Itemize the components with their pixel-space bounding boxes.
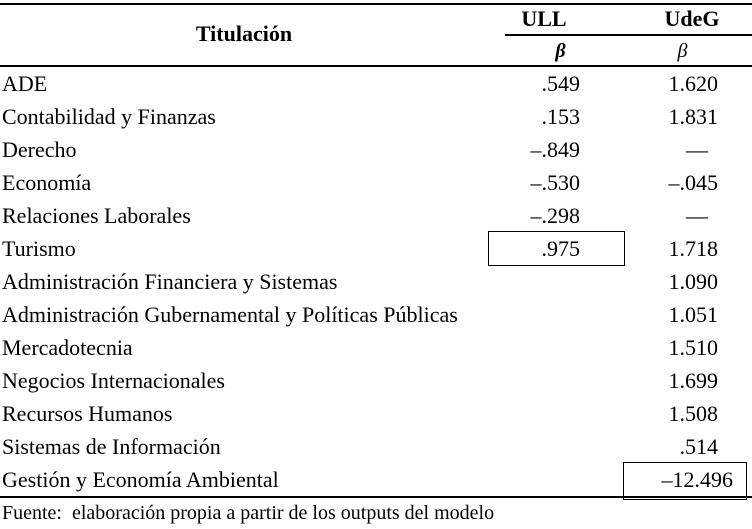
udeg-beta-cell: –12.496 [623,462,752,500]
ull-beta-value: –.849 [530,137,581,162]
row-label: Administración Gubernamental y Políticas… [0,298,488,331]
row-label-text: Gestión y Economía Ambiental [2,467,279,492]
ull-beta-cell [488,298,625,331]
ull-beta-cell: .549 [488,67,625,100]
beta-header-ull: β [555,40,566,62]
udeg-beta-value: 1.831 [668,104,719,129]
column-group-ull: ULL [521,6,567,31]
udeg-beta-value: .514 [679,434,719,459]
udeg-beta-cell: — [625,133,752,166]
table-row: Sistemas de Información .514 [0,430,752,463]
table-row: Negocios Internacionales 1.699 [0,364,752,397]
table-row: Turismo .975 1.718 [0,231,752,266]
ull-beta-cell: .153 [488,100,625,133]
row-label: Gestión y Economía Ambiental [0,463,488,496]
udeg-beta-value: –.045 [668,170,719,195]
udeg-beta-cell: 1.508 [625,397,752,430]
udeg-beta-cell: –.045 [625,166,752,199]
table-row: Contabilidad y Finanzas .153 1.831 [0,100,752,133]
table-row: Recursos Humanos 1.508 [0,397,752,430]
ull-beta-value: –.530 [530,170,581,195]
ull-beta-cell [488,397,625,430]
udeg-beta-cell: 1.718 [625,232,752,265]
row-label-text: Contabilidad y Finanzas [2,104,216,129]
udeg-beta-cell: 1.699 [625,364,752,397]
column-group-rule [505,34,752,36]
row-label: Administración Financiera y Sistemas [0,265,488,298]
ull-beta-cell [488,265,625,298]
ull-beta-value: .975 [541,236,581,261]
ull-beta-cell [488,364,625,397]
udeg-beta-value: 1.699 [668,368,719,393]
ull-beta-value: .549 [541,71,581,96]
ull-beta-value: –.298 [530,203,581,228]
ull-beta-cell: –.298 [488,199,625,232]
ull-beta-cell: –.849 [488,133,625,166]
row-label-text: Administración Gubernamental y Políticas… [2,302,458,327]
udeg-beta-value: 1.051 [668,302,719,327]
column-group-udeg: UdeG [664,6,720,31]
row-label-text: ADE [2,71,48,96]
udeg-beta-cell: 1.620 [625,67,752,100]
ull-beta-cell [488,463,625,496]
row-label: Recursos Humanos [0,397,488,430]
row-label: Negocios Internacionales [0,364,488,397]
table-row: Economía –.530 –.045 [0,166,752,199]
ull-beta-cell [488,331,625,364]
udeg-beta-value: — [686,203,708,228]
row-label-text: Mercadotecnia [2,335,133,360]
row-label: Derecho [0,133,488,166]
row-label-text: Economía [2,170,92,195]
row-label-text: Relaciones Laborales [2,203,191,228]
table-row: Administración Gubernamental y Políticas… [0,298,752,331]
ull-beta-cell [488,430,625,463]
row-label-text: Derecho [2,137,77,162]
beta-header-udeg: β [677,40,688,62]
table-body: ADE .549 1.620 Contabilidad y Finanzas .153 1… [0,67,752,500]
top-rule [0,3,752,5]
udeg-beta-cell: 1.510 [625,331,752,364]
udeg-beta-value: –12.496 [661,467,734,492]
row-label: Turismo [0,232,488,265]
row-label: ADE [0,67,488,100]
udeg-beta-cell: 1.051 [625,298,752,331]
udeg-beta-value: 1.510 [668,335,719,360]
table-row: ADE .549 1.620 [0,67,752,100]
udeg-beta-value: 1.718 [668,236,719,261]
udeg-beta-value: 1.620 [668,71,719,96]
row-label-text: Administración Financiera y Sistemas [2,269,338,294]
row-label-text: Turismo [2,236,76,261]
table-row: Relaciones Laborales –.298 — [0,199,752,232]
udeg-beta-value: 1.508 [668,401,719,426]
column-header-titulacion: Titulación [195,21,293,46]
table-row: Derecho –.849 — [0,133,752,166]
udeg-beta-cell: 1.831 [625,100,752,133]
source-note: Fuente: elaboración propia a partir de l… [2,502,495,524]
row-label-text: Negocios Internacionales [2,368,225,393]
row-label-text: Sistemas de Información [2,434,221,459]
table-row: Administración Financiera y Sistemas 1.09… [0,265,752,298]
ull-beta-value: .153 [541,104,581,129]
udeg-beta-cell: .514 [625,430,752,463]
row-label: Economía [0,166,488,199]
row-label-text: Recursos Humanos [2,401,173,426]
bottom-rule [0,496,752,498]
table-row: Mercadotecnia 1.510 [0,331,752,364]
ull-beta-cell: –.530 [488,166,625,199]
udeg-beta-cell: — [625,199,752,232]
row-label: Relaciones Laborales [0,199,488,232]
udeg-beta-value: 1.090 [668,269,719,294]
header-rule [0,65,752,67]
row-label: Sistemas de Información [0,430,488,463]
udeg-beta-cell: 1.090 [625,265,752,298]
ull-beta-cell: .975 [488,231,625,266]
table-row: Gestión y Economía Ambiental –12.496 [0,462,752,500]
udeg-beta-value: — [686,137,708,162]
row-label: Contabilidad y Finanzas [0,100,488,133]
row-label: Mercadotecnia [0,331,488,364]
